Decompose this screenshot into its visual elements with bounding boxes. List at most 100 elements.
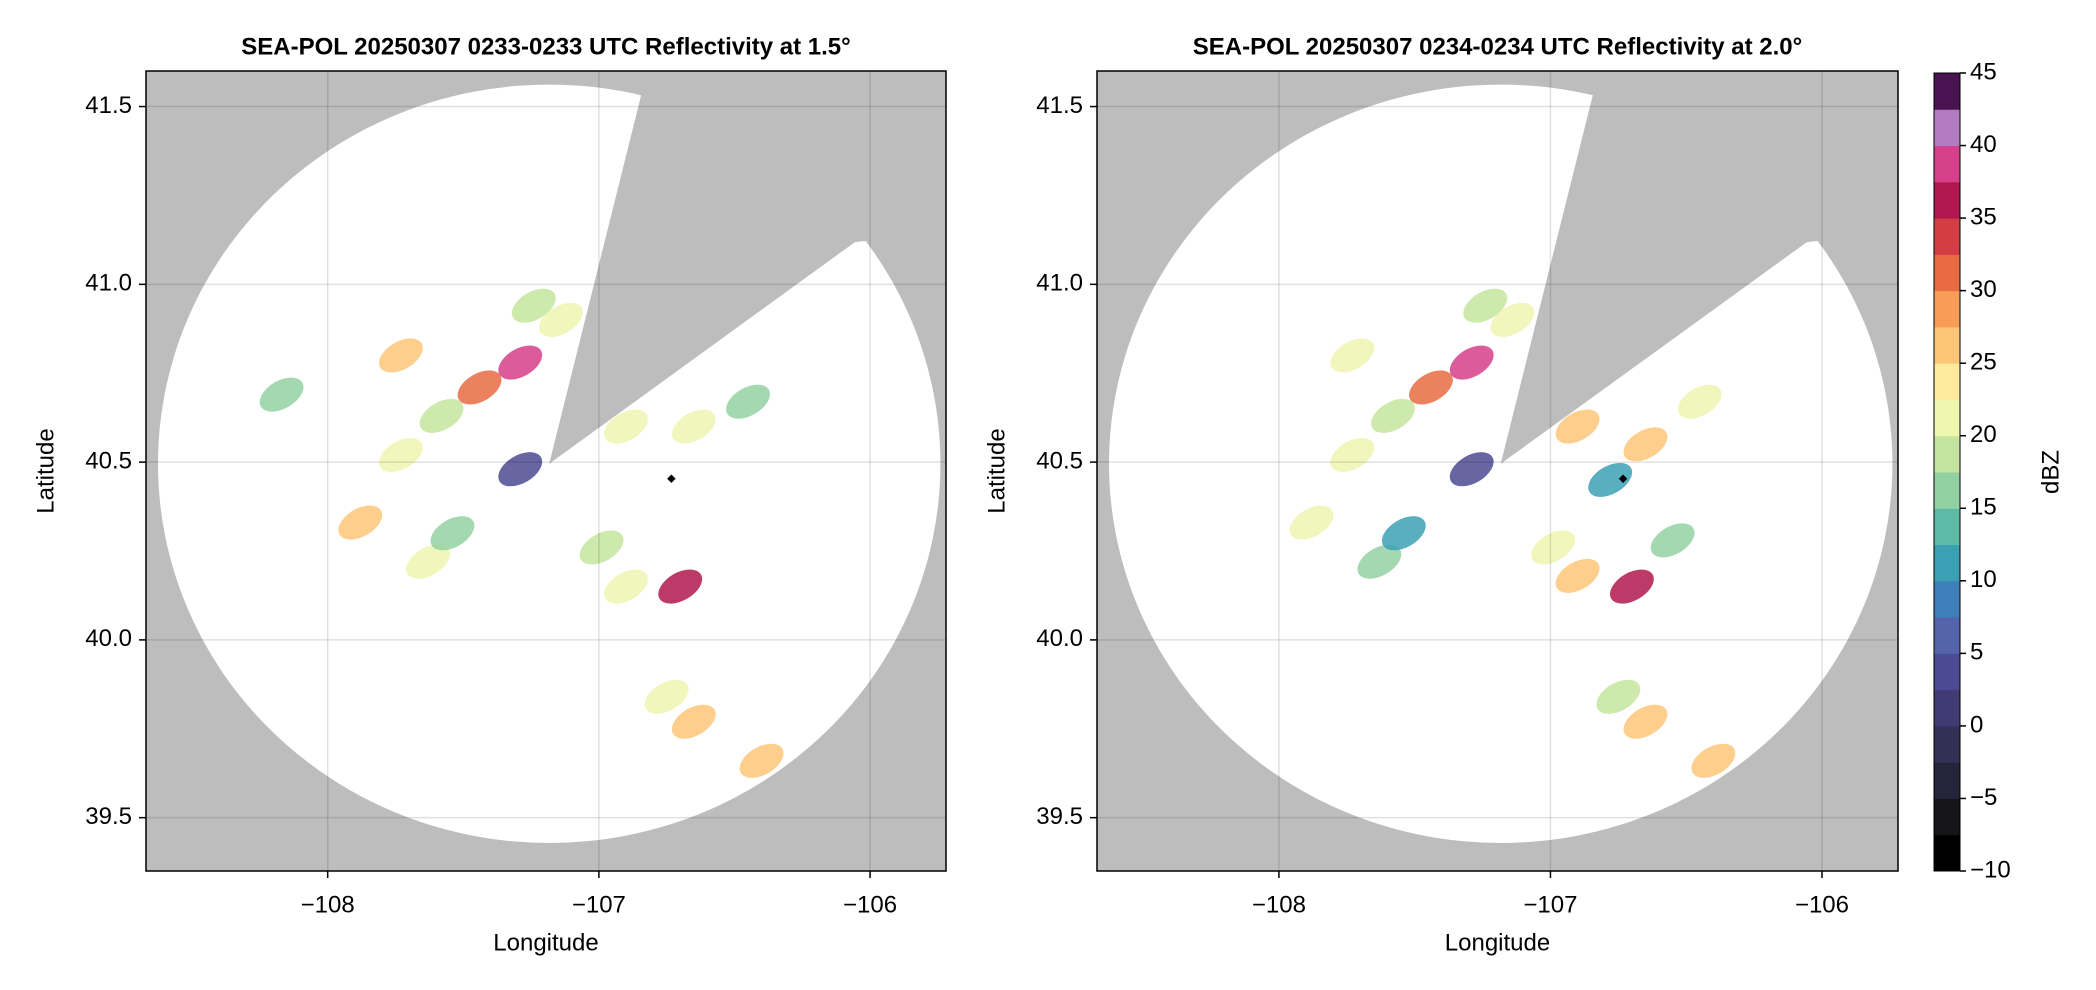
colorbar-tick-label: 25 xyxy=(1970,349,1997,376)
echo xyxy=(1531,530,1576,565)
echo xyxy=(1555,558,1600,593)
echo xyxy=(671,409,716,444)
echo xyxy=(1588,462,1633,497)
echo xyxy=(511,288,556,323)
colorbar-tick-label: 20 xyxy=(1970,421,1997,448)
colorbar-tick-label: 5 xyxy=(1970,639,1983,666)
y-tick-label: 40.0 xyxy=(1036,625,1083,652)
y-tick-label: 40.5 xyxy=(85,447,132,474)
colorbar-band xyxy=(1934,363,1960,400)
colorbar-band xyxy=(1934,109,1960,147)
echo xyxy=(338,505,383,540)
colorbar-tick-label: 30 xyxy=(1970,276,1997,303)
echo xyxy=(726,384,770,419)
echo xyxy=(739,743,784,778)
colorbar-band xyxy=(1934,762,1960,799)
site-marker xyxy=(667,474,676,484)
x-tick-label: −107 xyxy=(572,891,626,918)
colorbar-band xyxy=(1934,435,1960,473)
echo xyxy=(1449,452,1494,487)
colorbar-band xyxy=(1934,544,1960,582)
echo xyxy=(1677,384,1722,419)
blocked-sector xyxy=(549,71,946,464)
echo xyxy=(1371,398,1415,433)
frame xyxy=(145,70,947,872)
colorbar-tick-label: 45 xyxy=(1970,58,1997,85)
y-tick-label: 41.5 xyxy=(1036,92,1083,119)
colorbar-label: dBZ xyxy=(2037,450,2064,494)
colorbar-band xyxy=(1934,508,1960,546)
echo xyxy=(538,302,583,337)
y-axis-label: Latitude xyxy=(983,428,1010,513)
echo xyxy=(1650,523,1695,558)
colorbar-band xyxy=(1934,689,1960,727)
y-tick-label: 41.0 xyxy=(85,270,132,297)
colorbar-band xyxy=(1934,290,1960,328)
echo xyxy=(604,409,648,444)
echo xyxy=(1623,704,1668,739)
blocked-sector xyxy=(1500,71,1898,464)
echo xyxy=(1330,338,1375,373)
echo xyxy=(644,679,689,714)
colorbar-band xyxy=(1934,218,1960,255)
echo xyxy=(430,516,475,551)
echo xyxy=(378,338,423,373)
colorbar-band xyxy=(1934,580,1960,618)
echo xyxy=(1289,505,1334,540)
echo xyxy=(579,530,624,565)
frame xyxy=(1096,70,1899,872)
echo xyxy=(1596,679,1641,714)
echo xyxy=(1623,427,1668,462)
echo xyxy=(406,544,450,579)
x-tick-label: −107 xyxy=(1523,891,1577,918)
colorbar-band xyxy=(1934,73,1960,110)
echo xyxy=(457,370,502,405)
chart-title: SEA-POL 20250307 0234-0234 UTC Reflectiv… xyxy=(1193,33,1802,60)
echo xyxy=(378,437,423,473)
colorbar-tick-label: 15 xyxy=(1970,494,1997,521)
colorbar-band xyxy=(1934,472,1960,509)
colorbar-tick-label: 10 xyxy=(1970,566,1997,593)
echo xyxy=(259,377,304,412)
echo xyxy=(498,345,543,380)
echo xyxy=(1381,516,1426,551)
colorbar-band xyxy=(1934,254,1960,292)
echo xyxy=(1357,544,1402,579)
x-axis-label: Longitude xyxy=(1445,929,1550,956)
colorbar-band xyxy=(1934,145,1960,183)
colorbar-tick-label: −10 xyxy=(1970,856,2011,883)
x-tick-label: −106 xyxy=(843,891,897,918)
echo xyxy=(671,704,716,739)
colorbar-band xyxy=(1934,653,1960,691)
plot-area xyxy=(146,71,946,871)
x-axis-label: Longitude xyxy=(493,929,598,956)
y-tick-label: 39.5 xyxy=(85,803,132,830)
y-tick-label: 41.5 xyxy=(85,92,132,119)
y-tick-label: 41.0 xyxy=(1036,270,1083,297)
y-tick-label: 40.0 xyxy=(85,625,132,652)
x-tick-label: −108 xyxy=(301,891,355,918)
colorbar-band xyxy=(1934,617,1960,654)
y-tick-label: 39.5 xyxy=(1036,803,1083,830)
colorbar-band xyxy=(1934,798,1960,836)
y-axis-label: Latitude xyxy=(32,428,59,513)
echo xyxy=(658,569,703,604)
echo xyxy=(498,452,543,487)
x-tick-label: −106 xyxy=(1795,891,1849,918)
colorbar-band xyxy=(1934,399,1960,437)
colorbar-band xyxy=(1934,326,1960,364)
plot-area xyxy=(1097,71,1898,871)
echo xyxy=(1691,743,1736,778)
colorbar-frame xyxy=(1933,72,1961,872)
colorbar-tick-label: −5 xyxy=(1970,784,1997,811)
y-tick-label: 40.5 xyxy=(1036,447,1083,474)
colorbar-tick-label: 0 xyxy=(1970,711,1983,738)
echo xyxy=(1555,409,1600,444)
echo xyxy=(604,569,648,604)
site-marker xyxy=(1618,474,1628,484)
echo xyxy=(1409,370,1453,405)
echo xyxy=(1463,288,1508,323)
colorbar-band xyxy=(1934,725,1960,763)
colorbar-tick-label: 35 xyxy=(1970,203,1997,230)
